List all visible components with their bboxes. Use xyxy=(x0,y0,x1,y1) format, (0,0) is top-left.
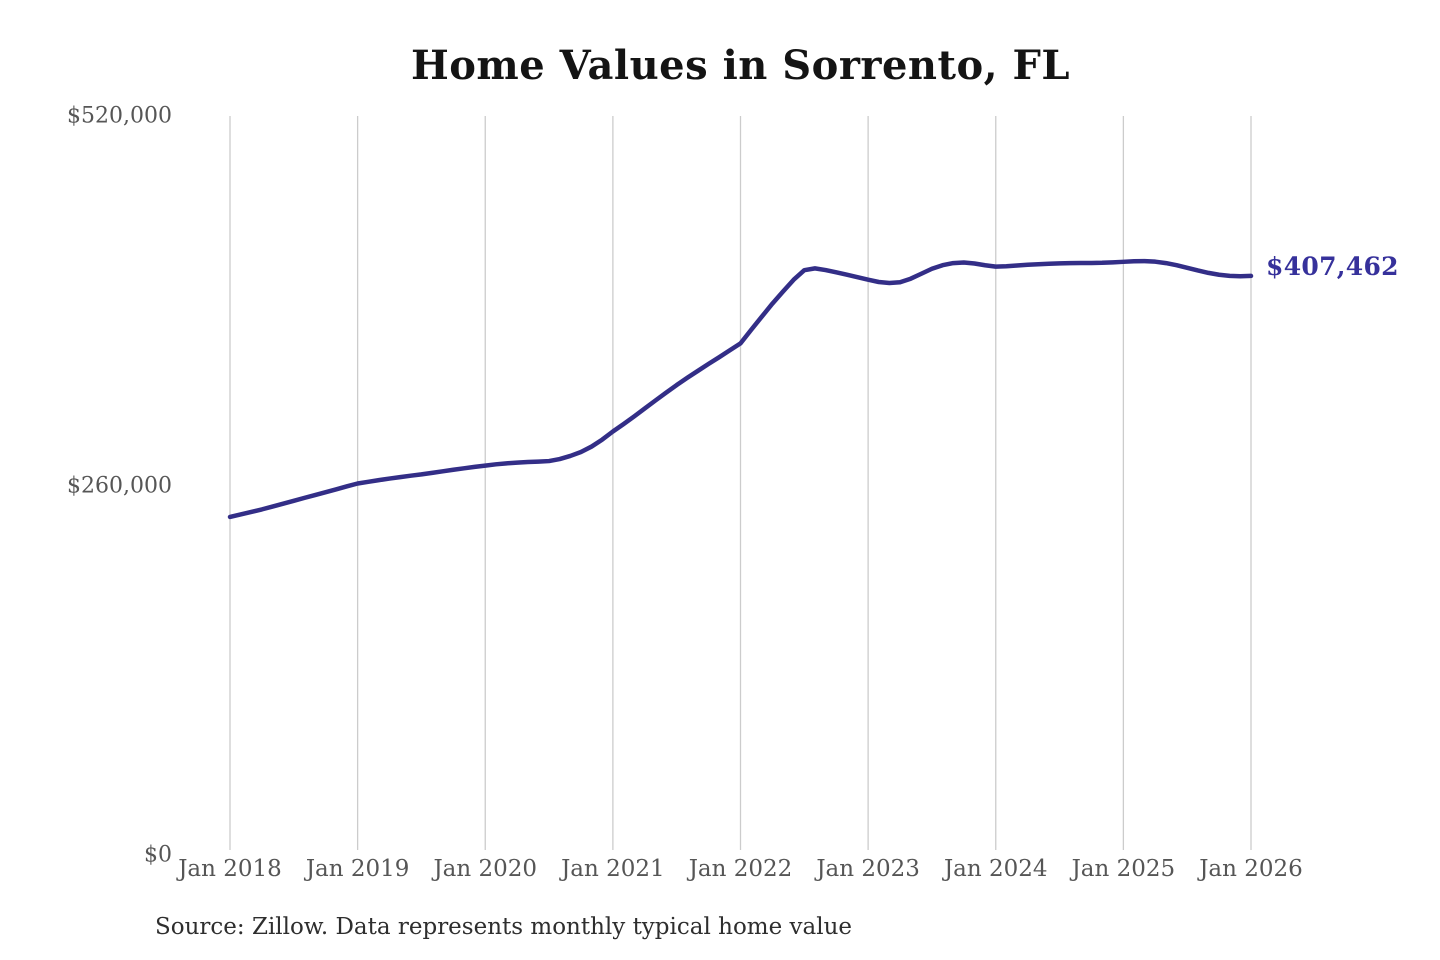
x-axis-tick-label: Jan 2020 xyxy=(433,856,538,882)
x-axis-tick-label: Jan 2025 xyxy=(1071,856,1176,882)
x-axis-tick-label: Jan 2019 xyxy=(305,856,410,882)
x-axis-tick-label: Jan 2021 xyxy=(561,856,665,882)
x-axis-tick-label: Jan 2022 xyxy=(688,856,793,882)
source-note: Source: Zillow. Data represents monthly … xyxy=(155,914,853,940)
x-axis-tick-label: Jan 2026 xyxy=(1199,856,1303,882)
latest-value-label: $407,462 xyxy=(1266,251,1399,281)
y-axis-tick-label: $520,000 xyxy=(67,103,172,129)
vertical-gridlines xyxy=(229,116,1252,850)
x-axis-tick-label: Jan 2023 xyxy=(816,856,920,882)
y-axis-tick-label: $260,000 xyxy=(67,473,172,498)
chart-title: Home Values in Sorrento, FL xyxy=(410,42,1071,89)
y-axis-tick-label: $0 xyxy=(144,842,172,868)
home-values-line xyxy=(227,258,1254,520)
x-axis-tick-label: Jan 2024 xyxy=(943,856,1048,882)
x-axis-tick-label: Jan 2018 xyxy=(178,856,282,882)
